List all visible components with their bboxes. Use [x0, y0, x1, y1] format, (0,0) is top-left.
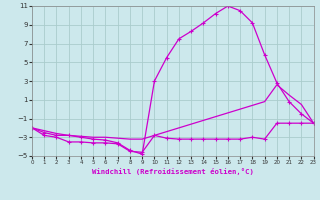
- X-axis label: Windchill (Refroidissement éolien,°C): Windchill (Refroidissement éolien,°C): [92, 168, 254, 175]
